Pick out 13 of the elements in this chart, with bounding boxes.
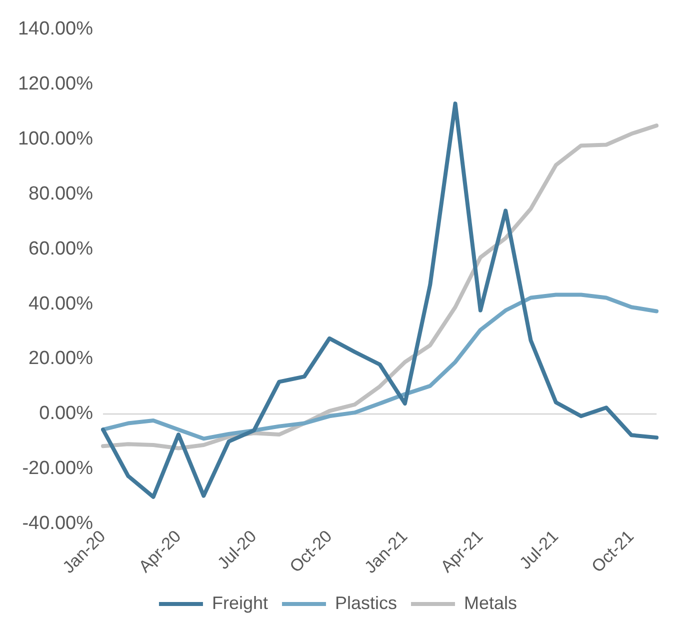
legend-label: Plastics xyxy=(334,592,398,613)
y-tick-label: 20.00% xyxy=(28,348,94,370)
y-tick-label: -40.00% xyxy=(22,513,94,534)
legend-label: Freight xyxy=(212,592,268,613)
legend-label: Metals xyxy=(464,592,518,613)
y-tick-label: 80.00% xyxy=(28,183,94,204)
y-tick-label: 0.00% xyxy=(39,403,94,424)
y-tick-label: 40.00% xyxy=(28,293,94,314)
y-tick-label: 60.00% xyxy=(28,238,94,260)
y-tick-label: 100.00% xyxy=(18,128,94,150)
y-tick-label: 140.00% xyxy=(18,18,94,40)
y-tick-label: -20.00% xyxy=(22,458,94,480)
y-tick-label: 120.00% xyxy=(18,74,94,95)
